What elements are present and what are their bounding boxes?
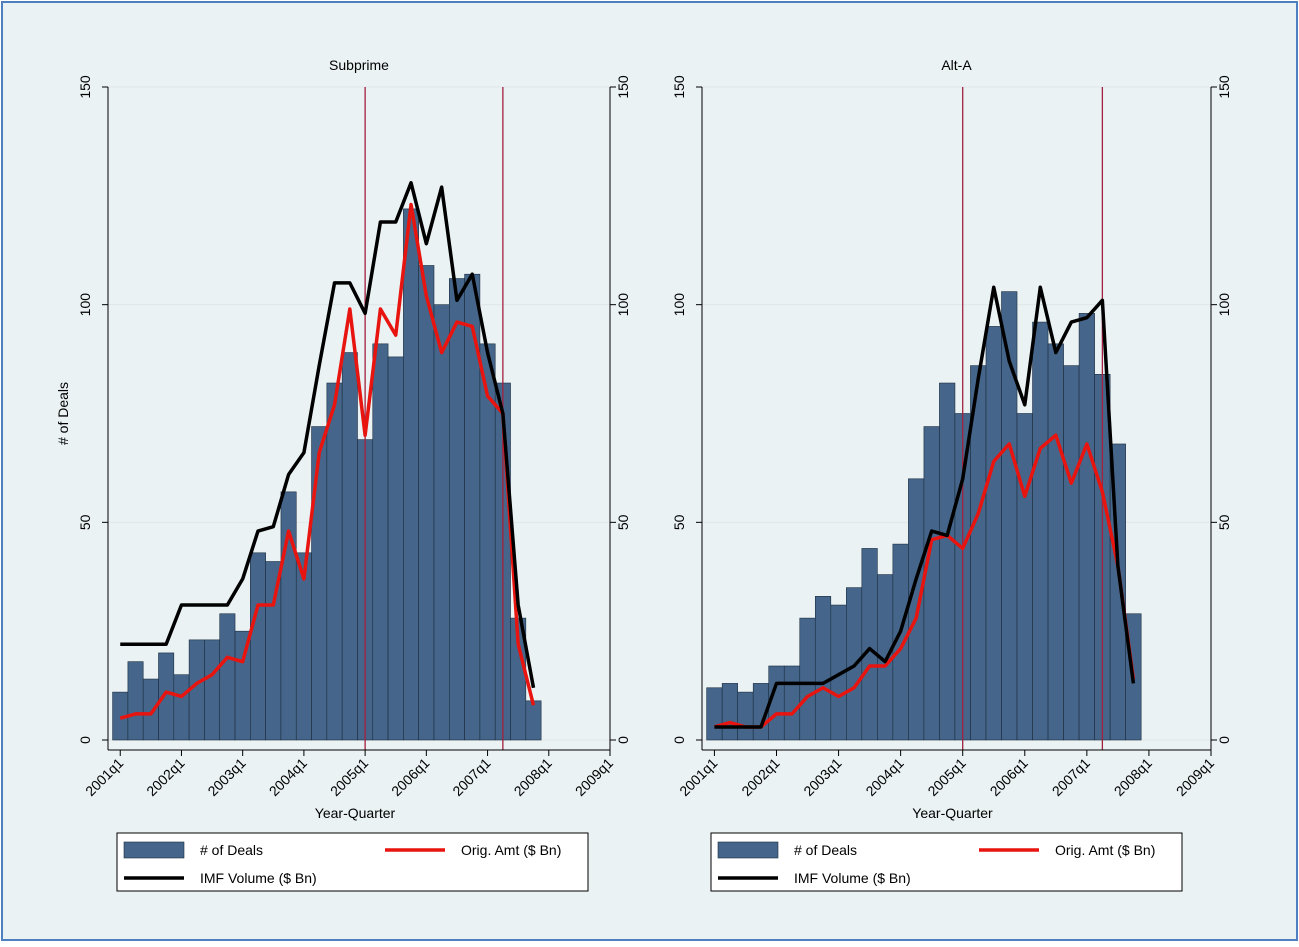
line-series	[120, 181, 536, 689]
legend-box	[116, 832, 589, 892]
bar	[1047, 343, 1064, 741]
y2-tick-label: 50	[615, 514, 631, 530]
y-tick-label: 100	[671, 293, 687, 317]
line-series	[119, 202, 536, 720]
legend-label: IMF Volume ($ Bn)	[200, 870, 317, 886]
y2-tick-label: 0	[1216, 736, 1232, 744]
bar	[295, 552, 312, 741]
y2-tick-label: 0	[615, 736, 631, 744]
y2-tick-label: 100	[1216, 293, 1232, 317]
bar	[923, 426, 940, 741]
y-tick-label: 50	[671, 514, 687, 530]
legend-label: Orig. Amt ($ Bn)	[1055, 842, 1155, 858]
legend-box	[710, 832, 1183, 892]
bar	[418, 265, 435, 741]
y-tick-label: 0	[671, 736, 687, 744]
y-tick-label: 0	[77, 736, 93, 744]
bar	[1078, 313, 1095, 741]
legend-label: IMF Volume ($ Bn)	[794, 870, 911, 886]
bar	[1063, 365, 1080, 741]
x-axis-title: Year-Quarter	[315, 805, 396, 821]
bar	[326, 382, 343, 741]
line-series	[714, 285, 1136, 729]
bar	[1032, 321, 1049, 741]
bar	[525, 700, 542, 741]
x-axis-title: Year-Quarter	[912, 805, 993, 821]
bar	[861, 548, 878, 741]
y2-tick-label: 150	[1216, 75, 1232, 99]
bar	[387, 356, 404, 741]
legend-label: # of Deals	[794, 842, 857, 858]
bar	[219, 613, 236, 741]
y-axis-title: # of Deals	[55, 382, 71, 445]
bar	[173, 674, 190, 741]
y2-tick-label: 100	[615, 293, 631, 317]
bar	[448, 278, 465, 741]
bar	[142, 678, 159, 741]
panel-title: Alt-A	[941, 57, 972, 73]
panel-title: Subprime	[329, 57, 389, 73]
bar	[127, 661, 144, 741]
bar	[158, 652, 175, 741]
bar	[204, 639, 221, 741]
bar	[783, 665, 801, 741]
bar	[280, 491, 297, 741]
y-tick-label: 50	[77, 514, 93, 530]
bar	[939, 382, 956, 741]
bar	[250, 552, 266, 741]
bar	[985, 326, 1002, 741]
bar	[311, 426, 328, 741]
y-tick-label: 150	[77, 75, 93, 99]
y-tick-label: 100	[77, 293, 93, 317]
bar	[433, 304, 450, 741]
bar	[265, 561, 282, 741]
bar	[721, 683, 738, 741]
legend-swatch	[123, 841, 185, 859]
bar	[799, 617, 816, 741]
bar	[706, 687, 723, 741]
legend-swatch	[717, 841, 779, 859]
y-tick-label: 150	[671, 75, 687, 99]
bar	[814, 596, 832, 741]
bar	[341, 352, 358, 741]
legend-label: # of Deals	[200, 842, 263, 858]
bar	[1016, 413, 1033, 741]
legend-label: Orig. Amt ($ Bn)	[461, 842, 561, 858]
bar	[403, 208, 419, 741]
line-series	[713, 433, 1136, 729]
bar	[372, 343, 389, 741]
y2-tick-label: 50	[1216, 514, 1232, 530]
y2-tick-label: 150	[615, 75, 631, 99]
bar	[737, 691, 754, 741]
